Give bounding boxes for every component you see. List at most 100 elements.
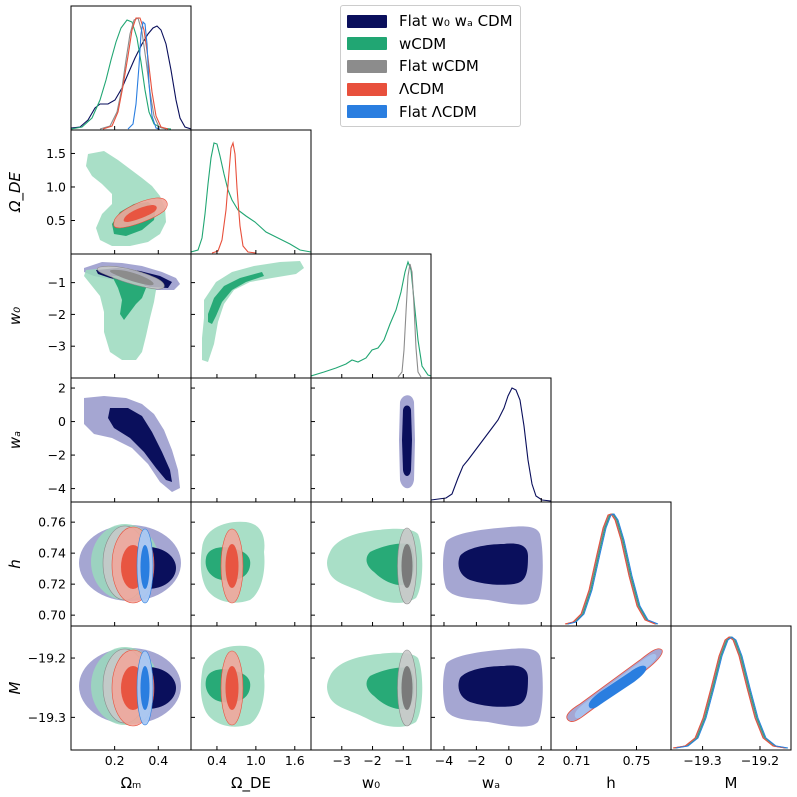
legend-entry: Flat wCDM <box>347 55 514 78</box>
m-marginal-wcdm <box>674 636 788 749</box>
axis-labels: 0.2 0.4 Ωₘ 0.4 1.0 1.6 Ω_DE −3 −2 −1 w₀ −4 −2 0 2 wₐ 0.7… <box>6 146 779 793</box>
x-axis-label: w₀ <box>362 774 380 792</box>
panel-frames <box>70 5 792 751</box>
omega-de-marginal-wcdm <box>191 142 311 253</box>
panel-wa-vs-omegam <box>84 396 180 492</box>
lcdm-contour-1sigma <box>123 205 157 222</box>
y-tick-label: 2 <box>58 381 66 396</box>
lcdm-contour-1sigma <box>225 544 239 588</box>
y-tick-label: −3 <box>48 339 66 354</box>
x-tick-label: 0 <box>505 753 513 768</box>
legend-swatch <box>347 37 387 51</box>
y-axis-label: h <box>6 559 24 569</box>
y-tick-label: 1.0 <box>46 179 66 194</box>
h-marginal-flat-wcdm <box>565 513 657 625</box>
x-tick-label: 0.71 <box>563 753 591 768</box>
omega-m-marginal-flat-lcdm <box>127 20 161 130</box>
flat-w0wa-cdm-contour-1sigma <box>108 408 172 482</box>
x-tick-label: −4 <box>435 753 453 768</box>
x-axis-label: Ω_DE <box>231 774 271 793</box>
y-axis-label: Ω_DE <box>6 171 25 213</box>
x-axis-label: M <box>725 774 738 792</box>
flat-wcdm-contour-1sigma <box>401 666 413 710</box>
omega-m-marginal-flat-wcdm <box>99 17 167 130</box>
flat-w0wa-cdm-contour-1sigma <box>402 405 412 476</box>
legend-label: wCDM <box>399 34 447 53</box>
x-axis-label: h <box>606 774 616 792</box>
y-tick-label: 0.70 <box>38 608 66 623</box>
y-tick-label: −19.2 <box>28 651 66 666</box>
panel-m-vs-w0 <box>327 649 423 727</box>
panel-frame <box>670 625 792 751</box>
panel-h-vs-omegade <box>200 521 265 604</box>
x-tick-label: −2 <box>467 753 485 768</box>
x-tick-label: −2 <box>363 753 381 768</box>
h-marginal-flat-w0wa-cdm <box>565 513 657 625</box>
all-models-contour-1sigma <box>588 665 647 709</box>
m-marginal-lcdm <box>672 636 786 749</box>
omega-m-marginal-lcdm <box>102 17 169 130</box>
y-tick-label: 1.5 <box>46 146 66 161</box>
panel-frame <box>550 501 672 627</box>
x-tick-label: 0.75 <box>623 753 651 768</box>
h-marginal-flat-lcdm <box>567 513 659 625</box>
omega-m-marginal-flat-w0wa-cdm <box>71 25 191 130</box>
panel-frame <box>310 253 432 379</box>
x-tick-label: 0.4 <box>207 753 227 768</box>
legend-swatch <box>347 59 387 73</box>
y-tick-label: −1 <box>48 275 66 290</box>
x-tick-label: 2 <box>537 753 545 768</box>
legend-swatch <box>347 82 387 96</box>
marginal-w0 <box>311 260 431 378</box>
m-marginal-flat-wcdm <box>673 636 787 749</box>
flat-lcdm-contour-1sigma <box>140 545 150 589</box>
legend: Flat w₀ wₐ CDM wCDM Flat wCDM ΛCDM Flat … <box>340 5 521 127</box>
wa-marginal-flat-w0wa-cdm <box>431 387 551 502</box>
panel-omegade-vs-omegam <box>86 151 168 246</box>
panel-h-vs-omegam <box>79 524 181 604</box>
y-tick-label: −4 <box>48 481 66 496</box>
legend-label: Flat w₀ wₐ CDM <box>399 12 513 31</box>
legend-label: Flat wCDM <box>399 57 479 76</box>
panel-frame <box>190 377 312 503</box>
marginal-omega-m <box>71 17 191 130</box>
legend-entry: ΛCDM <box>347 78 514 101</box>
legend-entry: wCDM <box>347 33 514 56</box>
h-marginal-wcdm <box>566 513 658 625</box>
w0-marginal-flat-wcdm <box>397 263 422 378</box>
y-axis-label: w₀ <box>6 307 24 325</box>
flat-w0wa-cdm-contour-1sigma <box>458 665 528 707</box>
wcdm-contour-1sigma <box>208 272 264 324</box>
panel-h-vs-wa <box>443 526 543 605</box>
x-axis-label: Ωₘ <box>121 774 142 792</box>
x-tick-label: −3 <box>333 753 351 768</box>
legend-entry: Flat w₀ wₐ CDM <box>347 10 514 33</box>
marginal-h <box>564 513 659 625</box>
x-tick-label: −19.2 <box>741 753 779 768</box>
flat-wcdm-contour-1sigma <box>401 544 413 588</box>
y-tick-label: 0 <box>58 414 66 429</box>
flat-lcdm-contour-1sigma <box>140 666 150 710</box>
x-tick-label: 0.4 <box>148 753 168 768</box>
y-tick-label: −19.3 <box>28 710 66 725</box>
legend-entry: Flat ΛCDM <box>347 100 514 123</box>
m-marginal-flat-lcdm <box>675 636 789 749</box>
x-tick-label: 1.6 <box>285 753 305 768</box>
panel-h-vs-w0 <box>327 527 423 605</box>
x-tick-label: 1.0 <box>246 753 266 768</box>
legend-swatch <box>347 14 387 28</box>
x-tick-label: −19.3 <box>683 753 721 768</box>
m-marginal-flat-w0wa-cdm <box>673 636 787 749</box>
w0-marginal-wcdm <box>311 260 431 377</box>
x-axis-label: wₐ <box>482 774 500 792</box>
y-tick-label: −2 <box>48 448 66 463</box>
y-tick-label: 0.74 <box>38 546 66 561</box>
legend-label: ΛCDM <box>399 80 445 99</box>
panel-w0-vs-omegade <box>202 261 304 362</box>
omega-de-marginal-lcdm <box>211 141 257 254</box>
x-tick-label: 0.2 <box>105 753 125 768</box>
panel-w0-vs-omegam <box>84 262 180 360</box>
panel-frame <box>430 377 552 503</box>
panel-m-vs-omegam <box>79 647 181 727</box>
flat-wcdm-contour-1sigma <box>109 269 154 286</box>
